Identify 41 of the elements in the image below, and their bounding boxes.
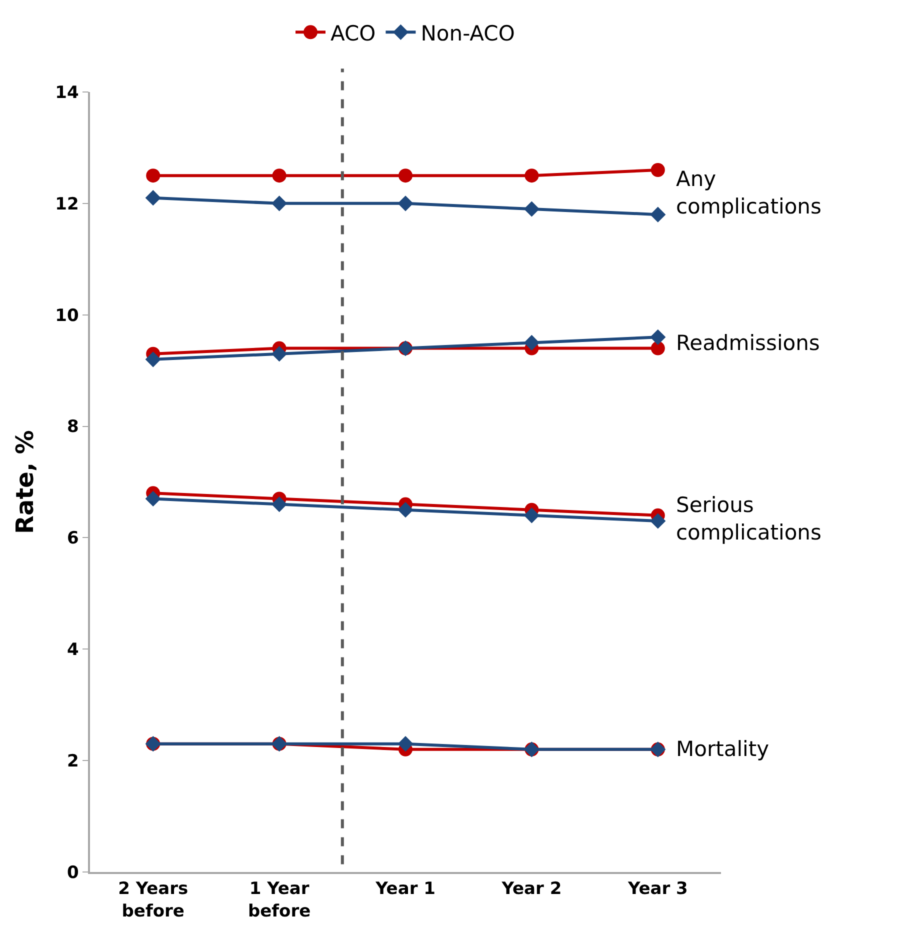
point bbox=[650, 341, 665, 356]
y-tick-label: 10 bbox=[55, 306, 80, 326]
point bbox=[650, 329, 666, 345]
annotation: Serious complications bbox=[676, 493, 822, 544]
point bbox=[650, 206, 666, 222]
y-axis-title: Rate, % bbox=[10, 430, 39, 534]
y-tick-label: 6 bbox=[67, 528, 79, 549]
y-tick-label: 4 bbox=[67, 640, 80, 660]
x-tick-label: Year 3 bbox=[626, 879, 688, 900]
x-tick-label: 1 Year before bbox=[248, 879, 311, 922]
y-tick-label: 14 bbox=[55, 82, 80, 103]
x-tick-label: 2 Years before bbox=[118, 879, 188, 922]
annotation: Any complications bbox=[676, 167, 822, 218]
point bbox=[145, 352, 161, 368]
x-tick-label: Year 1 bbox=[374, 879, 436, 900]
point bbox=[398, 168, 412, 183]
point bbox=[398, 502, 414, 518]
point bbox=[650, 513, 666, 529]
point bbox=[524, 334, 540, 351]
y-tick-label: 0 bbox=[67, 862, 80, 883]
x-tick-label: Year 2 bbox=[500, 879, 562, 900]
point bbox=[272, 496, 288, 512]
point bbox=[272, 168, 286, 183]
point bbox=[650, 163, 665, 177]
annotation: Mortality bbox=[676, 737, 770, 761]
point bbox=[272, 346, 288, 362]
y-tick-label: 2 bbox=[67, 752, 79, 772]
point bbox=[145, 190, 161, 206]
legend-label: Non-ACO bbox=[420, 21, 515, 46]
point bbox=[145, 490, 161, 507]
annotation: Readmissions bbox=[676, 331, 820, 355]
point bbox=[524, 508, 540, 524]
y-tick-label: 12 bbox=[55, 194, 79, 214]
point bbox=[398, 736, 414, 752]
point bbox=[146, 168, 160, 183]
legend-label: ACO bbox=[330, 21, 376, 46]
point bbox=[524, 168, 539, 183]
point bbox=[524, 201, 540, 217]
y-tick-label: 8 bbox=[67, 417, 79, 438]
point bbox=[272, 196, 288, 212]
point bbox=[398, 196, 414, 212]
